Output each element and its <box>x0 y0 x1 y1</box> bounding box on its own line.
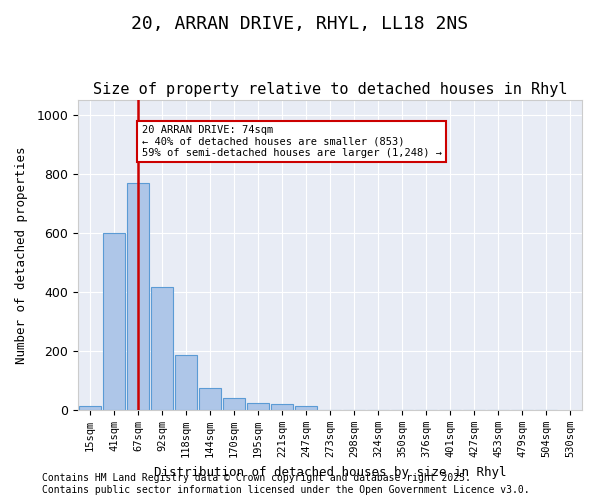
Text: 20, ARRAN DRIVE, RHYL, LL18 2NS: 20, ARRAN DRIVE, RHYL, LL18 2NS <box>131 15 469 33</box>
Title: Size of property relative to detached houses in Rhyl: Size of property relative to detached ho… <box>93 82 567 98</box>
Text: Contains HM Land Registry data © Crown copyright and database right 2025.
Contai: Contains HM Land Registry data © Crown c… <box>42 474 530 495</box>
Bar <box>151 288 173 410</box>
Y-axis label: Number of detached properties: Number of detached properties <box>15 146 28 364</box>
X-axis label: Distribution of detached houses by size in Rhyl: Distribution of detached houses by size … <box>154 466 506 478</box>
Bar <box>103 233 125 410</box>
Bar <box>199 388 221 410</box>
Bar <box>175 356 197 410</box>
Bar <box>223 398 245 410</box>
Text: 20 ARRAN DRIVE: 74sqm
← 40% of detached houses are smaller (853)
59% of semi-det: 20 ARRAN DRIVE: 74sqm ← 40% of detached … <box>142 125 442 158</box>
Bar <box>295 406 317 410</box>
Bar <box>127 182 149 410</box>
Bar <box>247 402 269 410</box>
Bar <box>271 404 293 410</box>
Bar <box>79 406 101 410</box>
